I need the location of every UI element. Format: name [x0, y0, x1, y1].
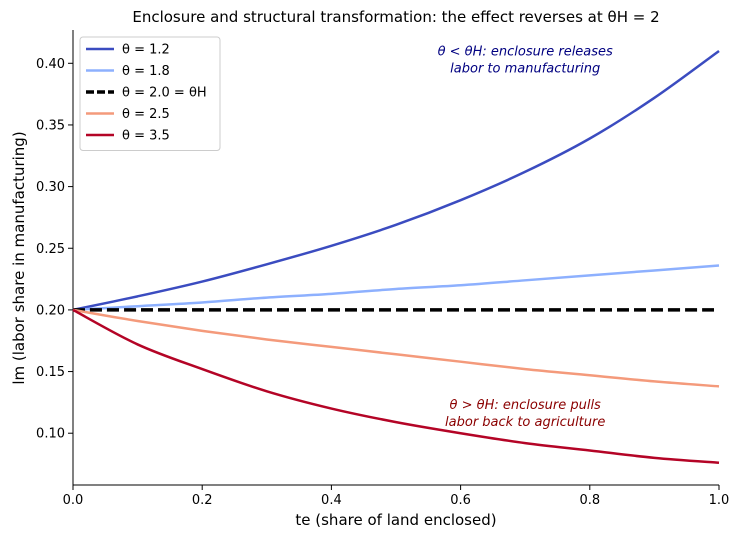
chart-title: Enclosure and structural transformation:… — [132, 8, 659, 26]
x-tick-label: 0.8 — [579, 493, 600, 508]
x-axis-title: te (share of land enclosed) — [295, 511, 496, 529]
legend-label-2: θ = 2.0 = θH — [122, 86, 207, 101]
legend: θ = 1.2 θ = 1.8 θ = 2.0 = θH θ = 2.5 θ = 3.5 — [79, 36, 221, 151]
y-axis-title: lm (labor share in manufacturing) — [10, 131, 28, 384]
annotation-0-line-0: θ < θH: enclosure releases — [438, 44, 613, 59]
series-line-3 — [72, 308, 720, 388]
y-tick-label: 0.15 — [36, 365, 65, 380]
y-tick-label: 0.40 — [36, 57, 65, 72]
series-line-0 — [72, 49, 720, 312]
annotation-1-line-1: labor back to agriculture — [445, 415, 605, 430]
y-tick-label: 0.10 — [36, 427, 65, 442]
annotation-0-line-1: labor to manufacturing — [450, 61, 600, 76]
x-tick-label: 0.2 — [192, 493, 213, 508]
legend-label-3: θ = 2.5 — [122, 107, 170, 122]
legend-frame — [79, 36, 221, 151]
series-layer — [72, 49, 720, 465]
x-tick-label: 0.6 — [450, 493, 471, 508]
y-tick-label: 0.25 — [36, 242, 65, 257]
x-tick-label: 0.4 — [321, 493, 342, 508]
y-tick-label: 0.30 — [36, 180, 65, 195]
legend-label-4: θ = 3.5 — [122, 129, 170, 144]
y-tick-label: 0.20 — [36, 303, 65, 318]
legend-label-1: θ = 1.8 — [122, 64, 170, 79]
series-line-4 — [72, 308, 720, 465]
annotation-1-line-0: θ > θH: enclosure pulls — [450, 398, 602, 413]
series-line-1 — [72, 264, 720, 312]
x-tick-label: 1.0 — [709, 493, 730, 508]
y-tick-label: 0.35 — [36, 118, 65, 133]
x-tick-label: 0.0 — [63, 493, 84, 508]
axes: 0.0 0.2 0.4 0.6 0.8 1.0 0.10 0.15 0.20 0.25 0.30 0.… — [36, 30, 729, 508]
annotation-layer: θ < θH: enclosure releases labor to manuf… — [438, 44, 613, 430]
legend-label-0: θ = 1.2 — [122, 43, 170, 58]
